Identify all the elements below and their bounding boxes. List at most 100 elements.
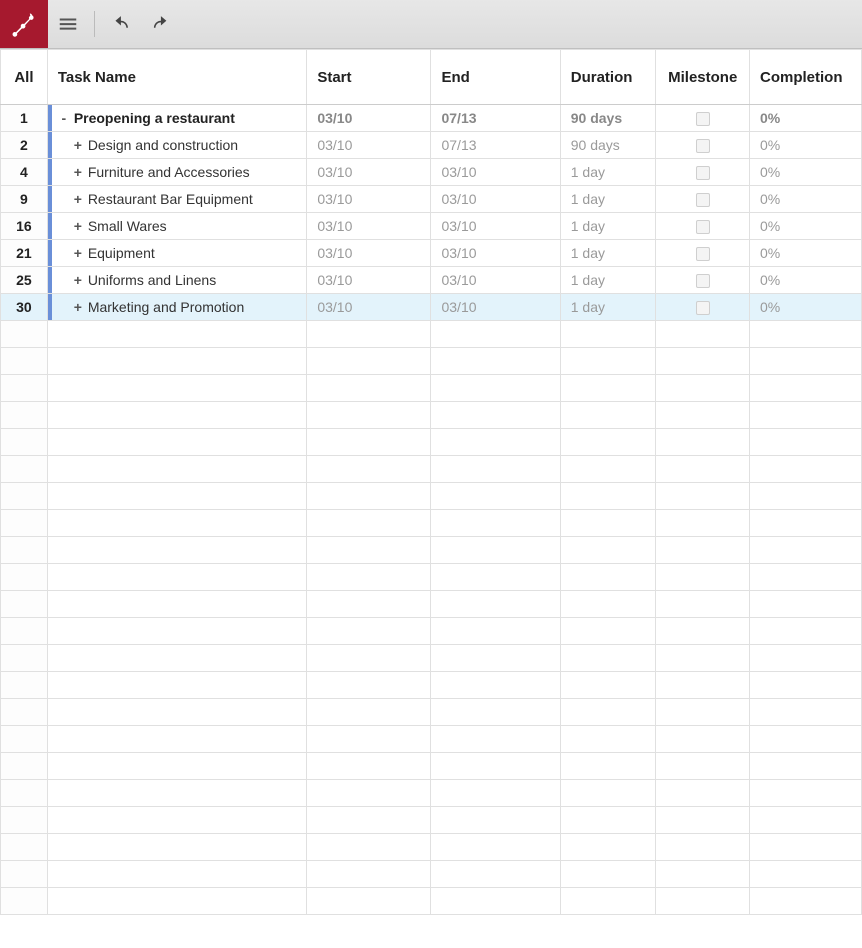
completion-cell[interactable]: 0% xyxy=(750,105,862,132)
row-handle[interactable] xyxy=(48,105,52,131)
empty-cell[interactable] xyxy=(750,672,862,699)
table-row[interactable]: 4+Furniture and Accessories03/1003/101 d… xyxy=(1,159,862,186)
empty-cell[interactable] xyxy=(750,618,862,645)
row-number[interactable]: 2 xyxy=(1,132,48,159)
empty-cell[interactable] xyxy=(1,780,48,807)
empty-cell[interactable] xyxy=(656,753,750,780)
empty-cell[interactable] xyxy=(1,321,48,348)
empty-cell[interactable] xyxy=(560,618,656,645)
milestone-checkbox[interactable] xyxy=(696,301,710,315)
empty-cell[interactable] xyxy=(560,753,656,780)
empty-cell[interactable] xyxy=(560,375,656,402)
empty-cell[interactable] xyxy=(560,726,656,753)
expand-icon[interactable]: + xyxy=(72,137,84,153)
empty-cell[interactable] xyxy=(560,645,656,672)
empty-cell[interactable] xyxy=(307,402,431,429)
empty-cell[interactable] xyxy=(1,375,48,402)
empty-cell[interactable] xyxy=(750,402,862,429)
empty-cell[interactable] xyxy=(431,348,560,375)
header-completion[interactable]: Completion xyxy=(750,50,862,105)
end-cell[interactable]: 07/13 xyxy=(431,105,560,132)
table-row[interactable] xyxy=(1,591,862,618)
milestone-checkbox[interactable] xyxy=(696,166,710,180)
table-row[interactable] xyxy=(1,888,862,915)
table-row[interactable] xyxy=(1,429,862,456)
expand-icon[interactable]: + xyxy=(72,191,84,207)
table-row[interactable]: 1-Preopening a restaurant03/1007/1390 da… xyxy=(1,105,862,132)
empty-cell[interactable] xyxy=(560,537,656,564)
empty-cell[interactable] xyxy=(47,402,307,429)
table-row[interactable] xyxy=(1,348,862,375)
empty-cell[interactable] xyxy=(307,537,431,564)
empty-cell[interactable] xyxy=(560,564,656,591)
row-handle[interactable] xyxy=(48,294,52,320)
empty-cell[interactable] xyxy=(47,699,307,726)
start-cell[interactable]: 03/10 xyxy=(307,132,431,159)
empty-cell[interactable] xyxy=(307,456,431,483)
empty-cell[interactable] xyxy=(656,645,750,672)
empty-cell[interactable] xyxy=(47,645,307,672)
empty-cell[interactable] xyxy=(560,861,656,888)
header-task-name[interactable]: Task Name xyxy=(47,50,307,105)
undo-button[interactable] xyxy=(101,0,141,48)
empty-cell[interactable] xyxy=(431,834,560,861)
duration-cell[interactable]: 1 day xyxy=(560,240,656,267)
completion-cell[interactable]: 0% xyxy=(750,132,862,159)
empty-cell[interactable] xyxy=(307,726,431,753)
empty-cell[interactable] xyxy=(431,807,560,834)
empty-cell[interactable] xyxy=(1,456,48,483)
empty-cell[interactable] xyxy=(307,645,431,672)
empty-cell[interactable] xyxy=(1,888,48,915)
empty-cell[interactable] xyxy=(47,510,307,537)
expand-icon[interactable]: + xyxy=(72,164,84,180)
empty-cell[interactable] xyxy=(307,618,431,645)
milestone-cell[interactable] xyxy=(656,132,750,159)
empty-cell[interactable] xyxy=(431,537,560,564)
empty-cell[interactable] xyxy=(656,834,750,861)
empty-cell[interactable] xyxy=(307,564,431,591)
start-cell[interactable]: 03/10 xyxy=(307,294,431,321)
start-cell[interactable]: 03/10 xyxy=(307,240,431,267)
empty-cell[interactable] xyxy=(750,780,862,807)
empty-cell[interactable] xyxy=(307,348,431,375)
completion-cell[interactable]: 0% xyxy=(750,186,862,213)
empty-cell[interactable] xyxy=(750,537,862,564)
empty-cell[interactable] xyxy=(656,456,750,483)
empty-cell[interactable] xyxy=(307,510,431,537)
empty-cell[interactable] xyxy=(560,483,656,510)
brand-logo[interactable] xyxy=(0,0,48,48)
table-row[interactable]: 25+Uniforms and Linens03/1003/101 day0% xyxy=(1,267,862,294)
empty-cell[interactable] xyxy=(656,699,750,726)
empty-cell[interactable] xyxy=(656,402,750,429)
empty-cell[interactable] xyxy=(1,699,48,726)
empty-cell[interactable] xyxy=(1,645,48,672)
empty-cell[interactable] xyxy=(47,672,307,699)
empty-cell[interactable] xyxy=(750,645,862,672)
empty-cell[interactable] xyxy=(750,456,862,483)
start-cell[interactable]: 03/10 xyxy=(307,105,431,132)
empty-cell[interactable] xyxy=(431,645,560,672)
table-row[interactable] xyxy=(1,321,862,348)
row-number[interactable]: 21 xyxy=(1,240,48,267)
empty-cell[interactable] xyxy=(431,402,560,429)
duration-cell[interactable]: 1 day xyxy=(560,294,656,321)
empty-cell[interactable] xyxy=(656,510,750,537)
empty-cell[interactable] xyxy=(431,672,560,699)
empty-cell[interactable] xyxy=(656,321,750,348)
empty-cell[interactable] xyxy=(560,402,656,429)
expand-icon[interactable]: + xyxy=(72,218,84,234)
empty-cell[interactable] xyxy=(560,807,656,834)
empty-cell[interactable] xyxy=(656,618,750,645)
empty-cell[interactable] xyxy=(307,429,431,456)
header-end[interactable]: End xyxy=(431,50,560,105)
empty-cell[interactable] xyxy=(560,510,656,537)
empty-cell[interactable] xyxy=(656,726,750,753)
empty-cell[interactable] xyxy=(560,591,656,618)
end-cell[interactable]: 03/10 xyxy=(431,186,560,213)
empty-cell[interactable] xyxy=(431,429,560,456)
empty-cell[interactable] xyxy=(560,699,656,726)
empty-cell[interactable] xyxy=(656,888,750,915)
table-row[interactable] xyxy=(1,645,862,672)
empty-cell[interactable] xyxy=(47,483,307,510)
table-row[interactable] xyxy=(1,537,862,564)
